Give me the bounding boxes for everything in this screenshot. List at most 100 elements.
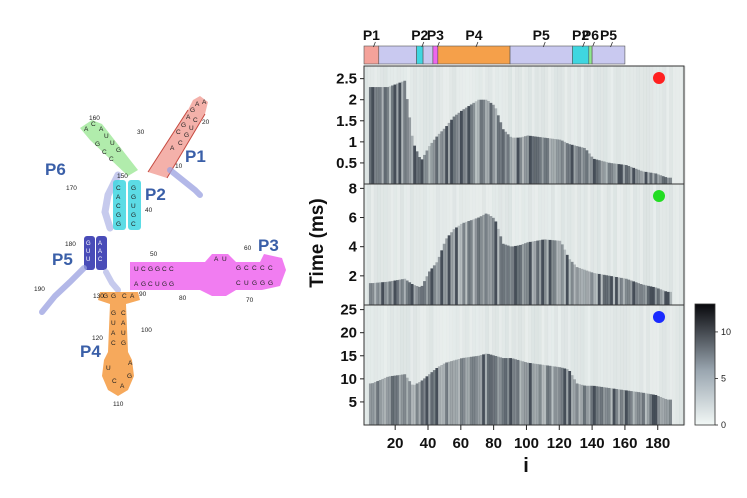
heatmap-column [615,163,618,184]
pos-label: 110 [113,401,124,408]
heatmap-column [661,397,665,425]
heatmap-column [464,107,468,184]
heatmap-streak [590,305,595,425]
svg-text:G: G [268,280,273,287]
heatmap-streak [403,184,407,305]
heatmap-streak [623,66,627,184]
heatmap-column [432,139,436,184]
heatmap-column [474,356,478,425]
heatmap-column [585,270,589,305]
heatmap-column [583,385,586,425]
heatmap-streak [574,184,578,305]
svg-text:C: C [169,266,174,273]
heatmap-column [575,146,579,184]
domain-bar-pointer [421,41,425,48]
svg-text:U: U [86,249,90,255]
domain-bar-label: P2 [411,27,428,43]
heatmap-column [612,388,616,425]
heatmap-column [378,380,382,425]
svg-text:C: C [148,281,153,288]
heatmap-column [482,354,485,425]
condition-marker [653,190,665,202]
heatmap-column [440,131,444,184]
heatmap-streak [642,184,647,305]
heatmap-column [410,384,414,425]
heatmap-streak [380,305,384,425]
domain-label-p4: P4 [80,342,101,361]
heatmap-column [450,361,453,425]
heatmap-streak [393,184,398,305]
heatmap-streak [396,184,401,305]
heatmap-column [487,214,490,305]
domain-label-p2: P2 [145,185,166,204]
heatmap-streak [478,305,483,425]
heatmap-streak [616,305,621,425]
heatmap-column [440,365,444,425]
heatmap-column [410,135,414,184]
pos-label: 170 [66,185,77,192]
heatmap-column [408,381,412,425]
heatmap-streak [485,66,490,184]
heatmap-column [575,267,579,305]
heatmap-column [541,137,544,184]
heatmap-column [398,82,402,184]
svg-text:A: A [186,114,191,121]
heatmap-column [558,240,562,305]
heatmap-column [634,168,638,184]
heatmap-column [371,87,375,184]
heatmap-streak [439,305,444,425]
heatmap-column [556,366,559,425]
heatmap-streak [416,305,421,425]
heatmap-column [565,254,569,305]
colorbar: 10 5 0 [694,303,731,430]
heatmap-streak [432,184,437,305]
x-tick-label: 180 [645,435,670,452]
heatmap-column [588,385,591,425]
heatmap-column [563,141,567,184]
heatmap-streak [373,305,378,425]
pos-label: 40 [145,207,153,214]
heatmap-streak [564,305,568,425]
y-axis-title: Time (ms) [307,198,328,287]
heatmap-streak [610,305,614,425]
heatmap-streak [400,66,404,184]
svg-text:C: C [252,265,257,272]
heatmap-streak [544,305,549,425]
heatmap-streak [423,305,427,425]
y-tick-label: 15 [340,348,357,365]
heatmap-column [442,243,446,305]
heatmap-column [546,365,549,425]
heatmap-streak [567,184,572,305]
svg-text:A: A [116,194,121,201]
heatmap-streak [377,305,381,425]
heatmap-column [487,353,490,425]
heatmap-column [492,104,495,184]
heatmap-column [570,144,574,184]
domain-label-p5: P5 [52,250,73,269]
heatmap-column [521,244,525,305]
heatmap-column [612,276,616,305]
heatmap-column [403,80,407,184]
x-tick-label: 40 [420,435,437,452]
heatmap-column [664,177,668,184]
svg-text:U: U [244,280,249,287]
heatmap-column [642,171,645,184]
domain-bar-segment [363,45,380,65]
x-tick-label: 120 [547,435,572,452]
svg-text:U: U [106,365,111,372]
heatmap-column [538,137,542,184]
heatmap-column [612,163,616,184]
heatmap-column [428,146,431,184]
heatmap-streak [633,66,637,184]
svg-text:C: C [109,156,114,163]
heatmap-streak [524,305,529,425]
heatmap-streak [508,184,512,305]
heatmap-column [588,271,591,305]
heatmap-column [536,364,540,425]
heatmap-column [388,376,392,425]
heatmap-streak [413,66,417,184]
heatmap-streak [675,66,680,184]
pos-label: 190 [34,286,45,293]
heatmap-column [418,382,421,425]
heatmap-streak [665,66,670,184]
